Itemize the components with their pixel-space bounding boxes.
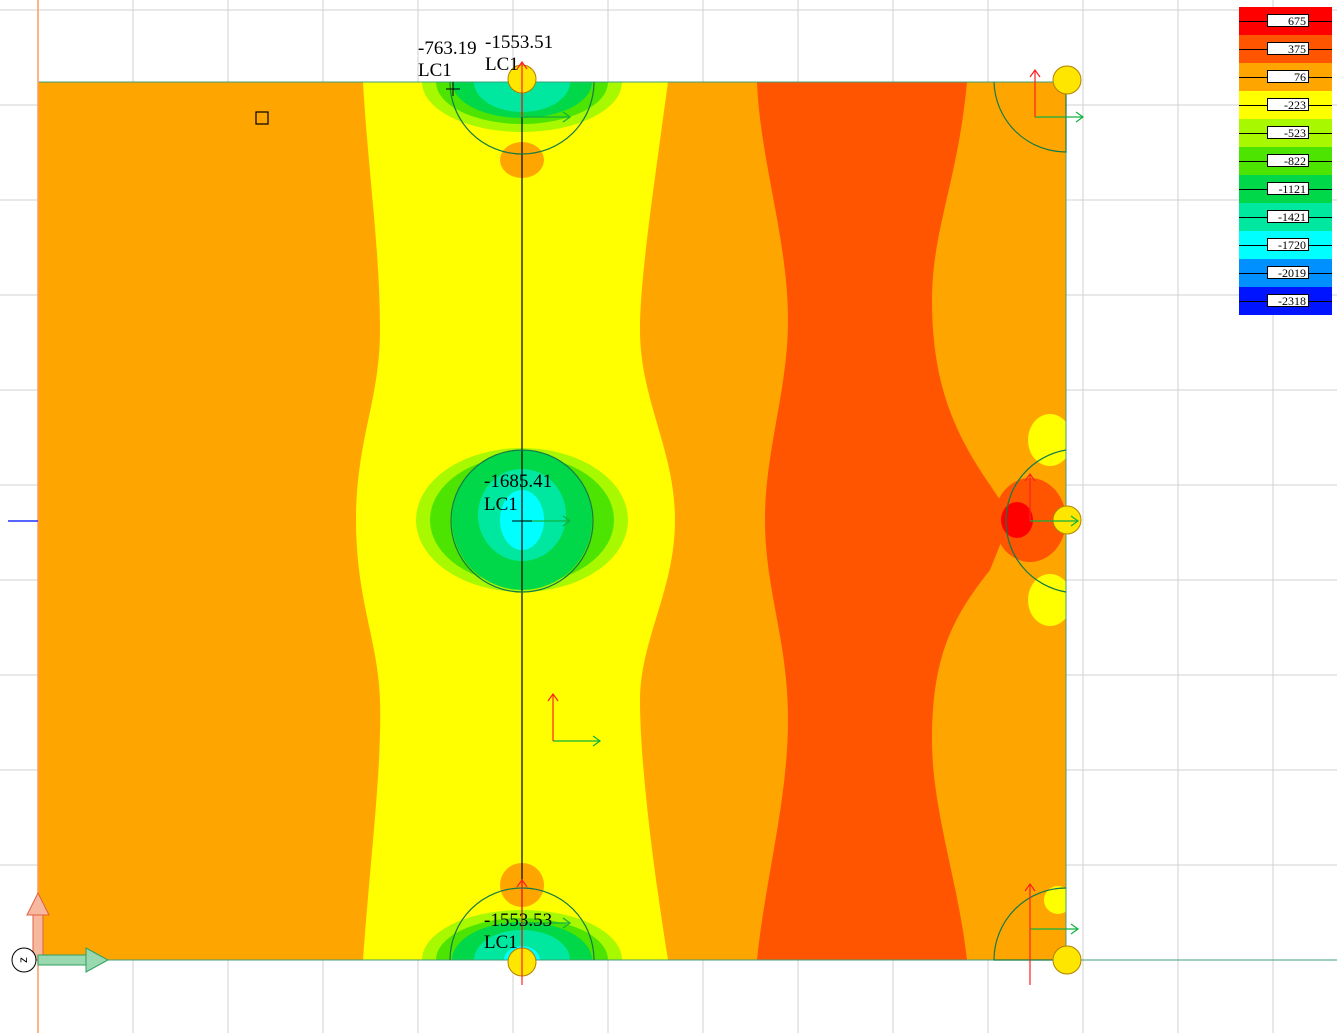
label-mid-case: LC1 (484, 494, 518, 515)
legend-value: -1421 (1267, 210, 1309, 224)
band-right-yellow3 (1044, 886, 1066, 914)
legend-row: -1720 (1239, 231, 1332, 259)
support-right-mid (1052, 505, 1082, 535)
legend-value: 76 (1267, 70, 1309, 84)
label-top-value: -1553.51 (485, 32, 553, 53)
legend-value: -2318 (1267, 294, 1309, 308)
legend-row: -1121 (1239, 175, 1332, 203)
crosshair-icon (446, 82, 460, 96)
axes-right-bottom (1024, 882, 1080, 985)
band-right-red (1001, 502, 1033, 538)
legend-row: 375 (1239, 35, 1332, 63)
legend-value: 675 (1267, 14, 1309, 28)
legend-row: -1421 (1239, 203, 1332, 231)
axes-right-top (1029, 68, 1085, 123)
color-legend: 675 375 76 -223 -523 -822 -1121 -1421 -1720 -2019… (1239, 7, 1332, 319)
axis-z-label: z (16, 957, 30, 963)
axes-right-mid (1024, 472, 1080, 527)
legend-row: -223 (1239, 91, 1332, 119)
label-bottom-value: -1553.53 (484, 910, 552, 931)
axis-gizmo[interactable]: z (11, 891, 110, 973)
value-labels: -763.19 LC1 -1553.51 LC1 -1685.41 LC1 -1… (418, 32, 553, 953)
support-right-bottom (1052, 945, 1082, 975)
node-marker[interactable] (255, 111, 269, 125)
label-mid-value: -1685.41 (484, 471, 552, 492)
legend-value: -223 (1267, 98, 1309, 112)
legend-value: -1720 (1267, 238, 1309, 252)
axes-center (547, 692, 602, 747)
label-top-left-case: LC1 (418, 60, 452, 81)
legend-row: -2318 (1239, 287, 1332, 315)
legend-row: 76 (1239, 63, 1332, 91)
support-right-top (1052, 65, 1082, 95)
legend-value: 375 (1267, 42, 1309, 56)
legend-value: -523 (1267, 126, 1309, 140)
axes-bottom (516, 878, 572, 985)
legend-row: -523 (1239, 119, 1332, 147)
band-right-yellow2 (1028, 574, 1066, 626)
legend-row: -822 (1239, 147, 1332, 175)
local-axes (516, 60, 1085, 985)
legend-value: -1121 (1267, 182, 1309, 196)
label-bottom-case: LC1 (484, 932, 518, 953)
punching-circles (449, 81, 1067, 961)
band-red-orange (757, 82, 1000, 960)
x-axis-arrow-icon (37, 947, 110, 973)
axes-top (516, 60, 572, 123)
label-top-left-value: -763.19 (418, 38, 477, 59)
legend-value: -822 (1267, 154, 1309, 168)
legend-row: -2019 (1239, 259, 1332, 287)
legend-value: -2019 (1267, 266, 1309, 280)
label-top-case: LC1 (485, 54, 519, 75)
contour-bands (38, 82, 1066, 960)
band-right-yellow1 (1028, 414, 1066, 466)
legend-row: 675 (1239, 7, 1332, 35)
